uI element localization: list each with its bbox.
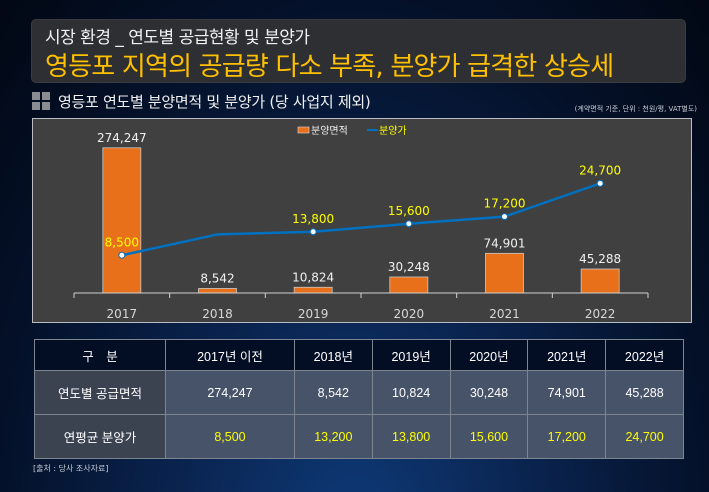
table-cell: 8,542 — [293, 370, 373, 415]
row-label: 연도별 공급면적 — [34, 370, 166, 415]
table-cell: 13,800 — [371, 414, 451, 459]
legend-swatch-bar — [297, 126, 310, 134]
data-table: 구 분 2017년 이전 2018년 2019년 2020년 2021년 202… — [34, 339, 684, 459]
row-label: 연평균 분양가 — [34, 414, 166, 459]
line-series-price — [121, 182, 601, 257]
legend-label-line: 분양가 — [379, 125, 407, 137]
table-row: 연도별 공급면적 274,247 8,542 10,824 30,248 74,… — [34, 370, 684, 415]
page-subtitle: 시장 환경 _ 연도별 공급현황 및 분양가 — [45, 28, 310, 48]
combo-chart: 274,247 8,542 10,824 30,248 74,901 45,288 2017… — [73, 125, 649, 321]
bar-2019 — [293, 286, 333, 294]
source-note: [출처 : 당사 조사자료] — [33, 464, 109, 473]
bar-label: 8,542 — [200, 271, 234, 285]
table-header-cell: 구 분 — [34, 339, 166, 371]
table-cell: 8,500 — [165, 414, 295, 459]
x-tick-label: 2017 — [107, 307, 138, 321]
x-tick-label: 2018 — [202, 307, 233, 321]
table-row: 연평균 분양가 8,500 13,200 13,800 15,600 17,20… — [34, 414, 684, 459]
line-point — [309, 228, 317, 236]
x-tick-label: 2021 — [489, 307, 520, 321]
section-title: 영등포 연도별 분양면적 및 분양가 (당 사업지 제외) — [58, 93, 371, 111]
line-label: 8,500 — [105, 235, 139, 249]
table-header-row: 구 분 2017년 이전 2018년 2019년 2020년 2021년 202… — [34, 339, 684, 371]
table-cell: 13,200 — [293, 414, 373, 459]
grid-squares-icon — [32, 92, 51, 111]
table-cell: 10,824 — [371, 370, 451, 415]
line-point — [596, 179, 604, 187]
unit-note: (계약면적 기준, 단위 : 천원/평, VAT별도) — [574, 105, 697, 113]
x-tick-label: 2020 — [394, 307, 425, 321]
line-point — [118, 251, 126, 259]
chart-panel: 274,247 8,542 10,824 30,248 74,901 45,288 2017… — [32, 118, 692, 323]
bar-label: 74,901 — [484, 236, 526, 250]
bar-2022 — [580, 268, 620, 294]
table-header-cell: 2022년 — [605, 339, 684, 371]
title-box: 시장 환경 _ 연도별 공급현황 및 분양가 영등포 지역의 공급량 다소 부족… — [32, 20, 685, 82]
table-header-cell: 2017년 이전 — [165, 339, 295, 371]
bar-2020 — [389, 276, 429, 294]
table-cell: 15,600 — [449, 414, 529, 459]
line-label: 13,800 — [292, 212, 334, 226]
bar-2018 — [198, 288, 237, 294]
line-label: 15,600 — [388, 204, 430, 218]
bar-2017 — [102, 147, 142, 294]
bar-label: 45,288 — [579, 252, 621, 266]
table-header-cell: 2020년 — [449, 339, 529, 371]
table-cell: 24,700 — [605, 414, 684, 459]
page-title: 영등포 지역의 공급량 다소 부족, 분양가 급격한 상승세 — [45, 52, 614, 82]
x-tick-label: 2019 — [298, 307, 329, 321]
legend-label-bar: 분양면적 — [311, 125, 348, 137]
table-cell: 17,200 — [527, 414, 607, 459]
table-header-cell: 2018년 — [293, 339, 373, 371]
bar-label: 10,824 — [292, 270, 334, 284]
table-header-cell: 2019년 — [371, 339, 451, 371]
bar-label: 274,247 — [97, 131, 147, 145]
bar-2021 — [485, 252, 524, 294]
table-cell: 30,248 — [449, 370, 529, 415]
table-header-cell: 2021년 — [527, 339, 607, 371]
line-label: 17,200 — [484, 197, 526, 211]
line-point — [501, 213, 508, 221]
bar-label: 30,248 — [388, 260, 430, 274]
table-cell: 274,247 — [165, 370, 295, 415]
x-tick-label: 2022 — [585, 307, 616, 321]
table-cell: 74,901 — [527, 370, 607, 415]
line-point — [405, 220, 413, 228]
line-label: 24,700 — [579, 163, 621, 177]
table-cell: 45,288 — [605, 370, 684, 415]
